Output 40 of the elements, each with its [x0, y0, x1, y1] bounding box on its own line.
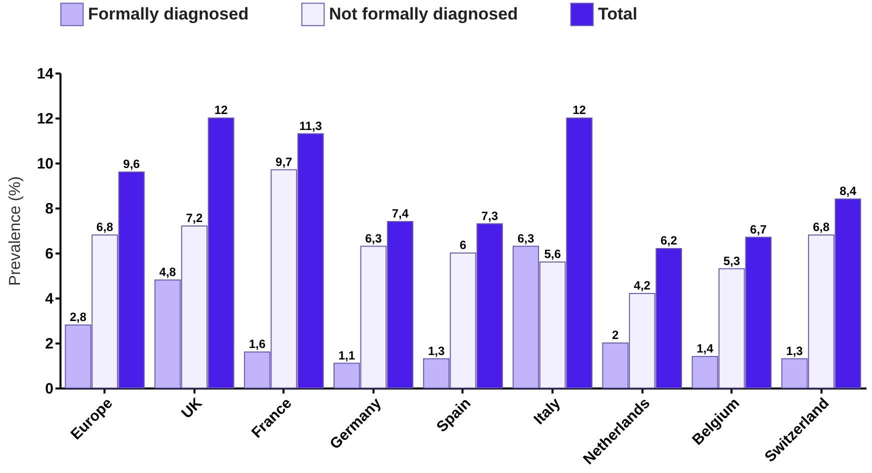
data-label: 12: [572, 103, 586, 117]
data-label: 9,7: [276, 154, 293, 169]
x-tick-label: UK: [178, 394, 206, 422]
data-label: 2: [612, 328, 620, 342]
y-tick-label: 12: [36, 110, 54, 128]
data-label: 6,8: [96, 220, 114, 234]
data-label: 12: [214, 103, 228, 117]
data-label: 1,1: [338, 348, 356, 362]
data-label: 6,8: [812, 220, 830, 234]
legend-label: Not formally diagnosed: [329, 4, 518, 24]
data-label: 6: [460, 238, 467, 252]
data-label: 2,8: [70, 310, 87, 324]
y-tick-label: 6: [45, 246, 54, 262]
data-label: 9,6: [123, 157, 140, 171]
legend-label: Total: [598, 4, 638, 24]
y-tick-label: 4: [45, 290, 54, 308]
data-label: 11,3: [299, 118, 322, 133]
data-label: 7,3: [481, 208, 498, 223]
y-axis-title: Prevalence (%): [6, 176, 24, 286]
data-label: 8,4: [840, 184, 857, 198]
y-tick-label: 14: [36, 66, 54, 82]
data-label: 7,2: [186, 211, 203, 225]
data-label: 6,3: [365, 231, 382, 246]
y-tick-label: 8: [45, 200, 54, 218]
data-label: 7,4: [392, 206, 409, 220]
data-label: 5,3: [723, 254, 740, 268]
data-label: 6,3: [517, 231, 535, 246]
data-label: 1,6: [248, 337, 266, 351]
data-label: 1,3: [786, 344, 804, 358]
legend-label: Formally diagnosed: [88, 4, 249, 24]
data-label: 1,3: [428, 344, 445, 358]
data-label: 1,4: [696, 342, 714, 356]
data-label: 5,6: [544, 247, 562, 261]
data-label: 4,8: [159, 265, 176, 279]
y-tick-label: 0: [45, 380, 54, 398]
y-tick-label: 10: [36, 156, 54, 172]
y-tick-label: 2: [45, 336, 54, 352]
data-label: 6,7: [750, 222, 768, 236]
data-label: 6,2: [660, 234, 678, 248]
data-label: 4,2: [634, 278, 651, 292]
